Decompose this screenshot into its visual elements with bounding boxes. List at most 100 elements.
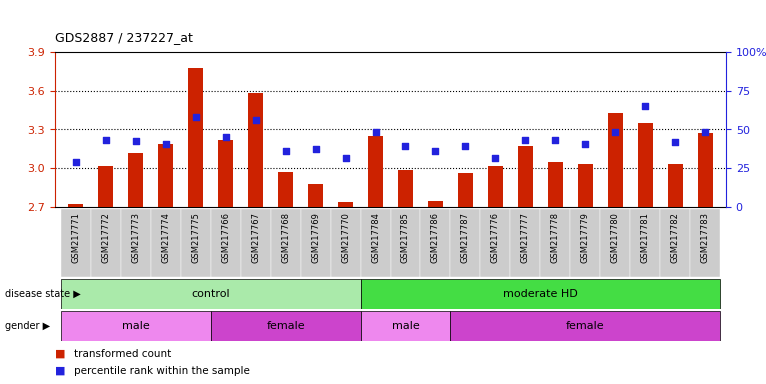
Text: GSM217767: GSM217767 [251, 212, 260, 263]
Bar [308, 184, 323, 207]
Bar [270, 209, 300, 277]
Text: gender ▶: gender ▶ [5, 321, 50, 331]
Bar [510, 209, 540, 277]
Point [669, 139, 681, 146]
Bar [518, 146, 533, 207]
Bar [391, 209, 421, 277]
Bar [68, 204, 83, 207]
Text: male: male [391, 321, 419, 331]
Bar [450, 209, 480, 277]
Point [190, 114, 202, 120]
Text: percentile rank within the sample: percentile rank within the sample [74, 366, 250, 376]
Text: GSM217782: GSM217782 [670, 212, 679, 263]
Bar [361, 209, 391, 277]
Text: GSM217775: GSM217775 [192, 212, 200, 263]
Text: GSM217778: GSM217778 [551, 212, 560, 263]
Text: GSM217768: GSM217768 [281, 212, 290, 263]
Bar [159, 144, 173, 207]
Point [639, 103, 651, 109]
Bar [668, 164, 683, 207]
Text: GSM217786: GSM217786 [431, 212, 440, 263]
Bar [61, 279, 361, 309]
Text: GSM217766: GSM217766 [221, 212, 231, 263]
Bar [540, 209, 570, 277]
Bar [570, 209, 601, 277]
Bar [188, 68, 203, 207]
Text: GSM217784: GSM217784 [371, 212, 380, 263]
Text: GSM217781: GSM217781 [640, 212, 650, 263]
Bar [181, 209, 211, 277]
Text: GSM217773: GSM217773 [132, 212, 140, 263]
Point [609, 129, 621, 135]
Text: ■: ■ [55, 349, 66, 359]
Bar [421, 209, 450, 277]
Text: GSM217769: GSM217769 [311, 212, 320, 263]
Bar [368, 136, 383, 207]
Text: GSM217783: GSM217783 [701, 212, 709, 263]
Text: male: male [122, 321, 150, 331]
Bar [218, 140, 233, 207]
Text: GSM217774: GSM217774 [162, 212, 170, 263]
Text: ■: ■ [55, 366, 66, 376]
Point [339, 155, 352, 161]
Text: GSM217770: GSM217770 [341, 212, 350, 263]
Bar [241, 209, 270, 277]
Text: disease state ▶: disease state ▶ [5, 289, 80, 299]
Point [489, 155, 502, 161]
Point [280, 148, 292, 154]
Bar [450, 311, 720, 341]
Bar [698, 133, 712, 207]
Bar [361, 311, 450, 341]
Bar [331, 209, 361, 277]
Bar [637, 123, 653, 207]
Bar [99, 166, 113, 207]
Text: GSM217777: GSM217777 [521, 212, 530, 263]
Point [399, 143, 411, 149]
Bar [151, 209, 181, 277]
Text: GSM217787: GSM217787 [461, 212, 470, 263]
Bar [428, 200, 443, 207]
Point [159, 141, 172, 147]
Text: GSM217771: GSM217771 [71, 212, 80, 263]
Text: female: female [566, 321, 604, 331]
Bar [690, 209, 720, 277]
Text: GSM217772: GSM217772 [101, 212, 110, 263]
Bar [398, 170, 413, 207]
Point [699, 129, 711, 135]
Text: GDS2887 / 237227_at: GDS2887 / 237227_at [55, 31, 193, 44]
Bar [601, 209, 630, 277]
Point [70, 159, 82, 165]
Text: moderate HD: moderate HD [503, 289, 578, 299]
Bar [361, 279, 720, 309]
Point [250, 118, 262, 124]
Point [429, 148, 441, 154]
Text: female: female [267, 321, 305, 331]
Bar [548, 162, 563, 207]
Bar [300, 209, 331, 277]
Bar [660, 209, 690, 277]
Bar [278, 172, 293, 207]
Bar [630, 209, 660, 277]
Bar [607, 113, 623, 207]
Bar [338, 202, 353, 207]
Point [519, 137, 532, 143]
Point [369, 129, 381, 135]
Text: GSM217776: GSM217776 [491, 212, 500, 263]
Bar [248, 93, 264, 207]
Bar [211, 209, 241, 277]
Bar [488, 166, 502, 207]
Point [129, 138, 142, 144]
Point [309, 146, 322, 152]
Bar [458, 174, 473, 207]
Text: GSM217785: GSM217785 [401, 212, 410, 263]
Point [549, 137, 561, 143]
Bar [61, 311, 211, 341]
Bar [211, 311, 361, 341]
Bar [480, 209, 510, 277]
Bar [91, 209, 121, 277]
Bar [129, 153, 143, 207]
Text: GSM217779: GSM217779 [581, 212, 590, 263]
Bar [61, 209, 91, 277]
Bar [578, 164, 593, 207]
Text: transformed count: transformed count [74, 349, 172, 359]
